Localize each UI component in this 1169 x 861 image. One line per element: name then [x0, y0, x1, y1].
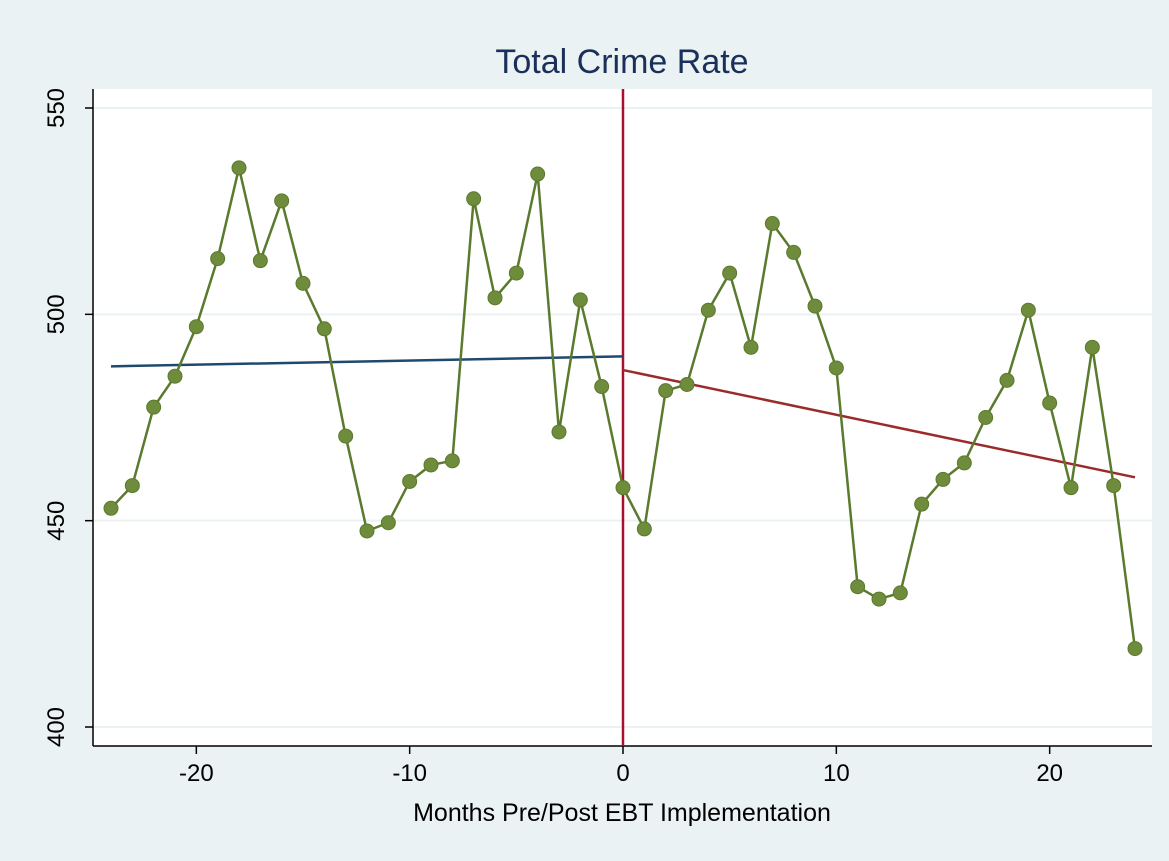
- x-tick-label: 0: [616, 760, 629, 787]
- data-point: [935, 471, 951, 487]
- data-point: [807, 298, 823, 314]
- data-point: [871, 591, 887, 607]
- fit-pre-line: [110, 355, 624, 368]
- y-tick-label: 500: [43, 294, 70, 334]
- data-point: [743, 339, 759, 355]
- data-point: [295, 275, 311, 291]
- x-tick-label: -20: [179, 760, 214, 787]
- data-point: [679, 376, 695, 392]
- data-point: [359, 523, 375, 539]
- y-tick-label: 550: [43, 88, 70, 128]
- data-point: [146, 399, 162, 415]
- y-tick-label: 450: [43, 501, 70, 541]
- data-point: [594, 379, 610, 395]
- data-point: [892, 585, 908, 601]
- data-point: [466, 191, 482, 207]
- data-point: [956, 455, 972, 471]
- data-point: [1063, 480, 1079, 496]
- data-point: [999, 372, 1015, 388]
- data-point: [103, 500, 119, 516]
- tick-labels: -20 -10 0 10 20 400 450 500 550: [43, 88, 1063, 787]
- data-point: [1106, 478, 1122, 494]
- data-point: [764, 216, 780, 232]
- data-point: [487, 290, 503, 306]
- data-point: [338, 428, 354, 444]
- data-point: [380, 515, 396, 531]
- data-point: [188, 319, 204, 335]
- data-point: [658, 383, 674, 399]
- data-point: [914, 496, 930, 512]
- data-point: [402, 473, 418, 489]
- data-point: [615, 480, 631, 496]
- data-point: [850, 579, 866, 595]
- data-point: [572, 292, 588, 308]
- data-series: [103, 160, 1143, 657]
- data-point: [167, 368, 183, 384]
- x-axis-title: Months Pre/Post EBT Implementation: [413, 799, 831, 827]
- data-point: [444, 453, 460, 469]
- fit-post-line: [622, 368, 1136, 479]
- data-point: [231, 160, 247, 176]
- data-point: [316, 321, 332, 337]
- data-point: [700, 302, 716, 318]
- data-point: [828, 360, 844, 376]
- data-point: [1020, 302, 1036, 318]
- data-point: [1042, 395, 1058, 411]
- data-point: [1084, 339, 1100, 355]
- data-point: [786, 244, 802, 260]
- data-point: [508, 265, 524, 281]
- data-point: [530, 166, 546, 182]
- x-tick-label: -10: [392, 760, 427, 787]
- chart-title: Total Crime Rate: [495, 43, 748, 81]
- data-point: [978, 410, 994, 425]
- data-point: [636, 521, 652, 537]
- x-tick-label: 20: [1036, 760, 1063, 787]
- fit-lines: [110, 355, 1136, 479]
- data-point: [551, 424, 567, 440]
- data-point: [210, 251, 226, 267]
- data-point: [252, 253, 268, 269]
- x-tick-label: 10: [823, 760, 850, 787]
- data-point: [423, 457, 439, 473]
- data-point: [124, 478, 140, 494]
- y-tick-label: 400: [43, 707, 70, 747]
- data-point: [1127, 641, 1143, 657]
- data-point: [722, 265, 738, 281]
- data-point: [274, 193, 290, 209]
